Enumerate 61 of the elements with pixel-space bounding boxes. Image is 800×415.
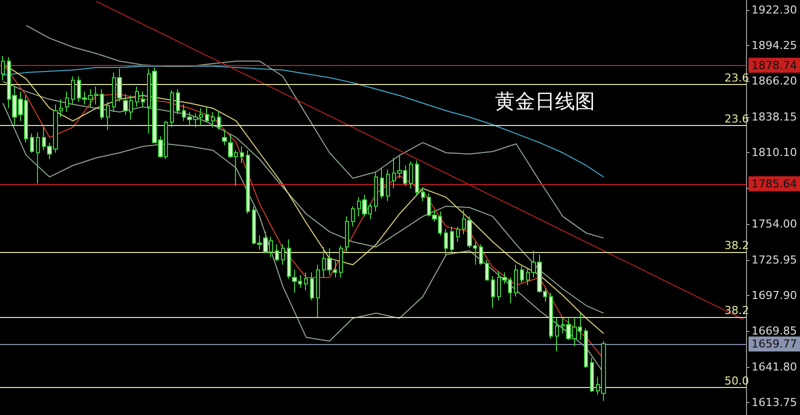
candlestick [222, 129, 227, 146]
candlestick [211, 112, 215, 128]
candlestick [409, 161, 413, 189]
ref-line-label: 1785.64 [752, 177, 798, 190]
candlestick [240, 146, 244, 164]
candlestick [450, 226, 454, 254]
candlestick [421, 186, 425, 202]
y-tick-label: 1838.15 [752, 110, 798, 124]
y-tick-label: 1754.00 [752, 218, 798, 231]
candlestick [281, 244, 285, 266]
candlestick [217, 112, 221, 130]
candlestick [30, 133, 34, 154]
candlestick [170, 90, 174, 128]
candlestick [339, 245, 343, 278]
candlestick [65, 91, 69, 113]
candlestick [351, 206, 355, 228]
candlestick [479, 244, 483, 266]
candlestick [485, 259, 489, 281]
y-tick-label: 1725.95 [752, 253, 798, 266]
candlestick [36, 132, 40, 184]
text: 黄金日线图 [495, 89, 595, 113]
candlestick [275, 244, 279, 262]
candlestick [71, 76, 75, 105]
candlestick [246, 150, 250, 214]
candlestick [316, 264, 320, 318]
candlestick [310, 272, 314, 301]
candlestick [374, 171, 378, 212]
candlestick [304, 272, 308, 291]
candlestick [176, 88, 180, 116]
candlestick [106, 101, 110, 130]
y-tick-label: 1894.25 [752, 39, 798, 52]
line-series [26, 24, 604, 239]
candlestick [415, 160, 419, 196]
candlestick [514, 264, 518, 298]
candlestick [205, 106, 209, 123]
candlestick [549, 292, 553, 340]
ref-line-label: 1659.77 [752, 338, 798, 351]
ref-line-label: 1878.74 [752, 58, 798, 72]
line-series [2, 66, 604, 178]
y-tick-label: 1613.75 [752, 396, 798, 410]
candlestick [456, 226, 460, 242]
y-tick-label: 1810.10 [752, 146, 798, 160]
candlestick [345, 216, 349, 253]
candlestick [555, 318, 559, 352]
candlestick [444, 228, 448, 256]
candlestick [100, 88, 104, 120]
candlestick [380, 168, 384, 200]
candlestick [491, 276, 495, 309]
candlestick [386, 168, 390, 202]
y-tick-label: 1669.85 [752, 324, 798, 338]
candlestick [520, 264, 524, 284]
candlestick [287, 238, 291, 280]
y-tick-label: 1922.30 [752, 3, 798, 16]
candlestick [1, 56, 5, 81]
y-tick-label: 1866.20 [752, 74, 798, 88]
candlestick [584, 328, 588, 368]
y-tick-label: 1641.80 [752, 360, 798, 374]
candlestick [141, 91, 145, 108]
y-tick-label: 1697.90 [752, 288, 798, 302]
candlestick [590, 357, 594, 393]
candlestick [135, 86, 139, 108]
